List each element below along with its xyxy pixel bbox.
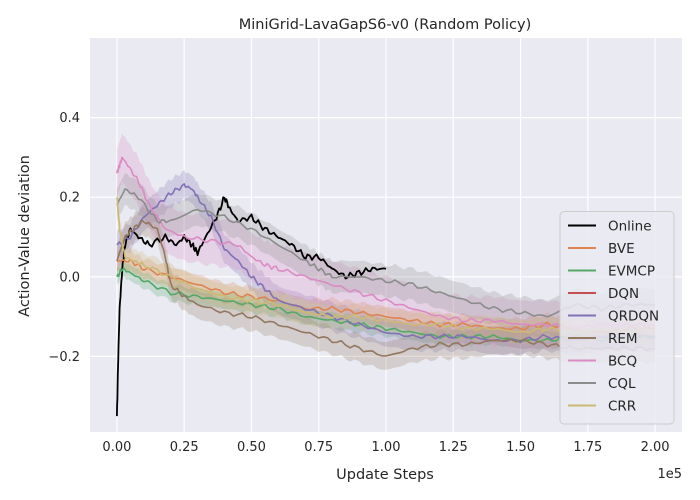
series-line-rem — [116, 219, 656, 357]
series-line-qrdqn — [116, 183, 656, 344]
legend: Online BVE EVMCP DQN QRDQN REM BCQ CQL CRR — [559, 211, 675, 425]
x-axis-label: Update Steps — [336, 467, 434, 483]
x-tick-label: 0.50 — [237, 440, 266, 455]
legend-box — [559, 211, 675, 425]
x-tick-labels: 0.00 0.25 0.50 0.75 1.00 1.25 1.50 1.75 2.00 — [102, 440, 669, 455]
series-line-online — [116, 196, 387, 417]
series-line-evmcp — [116, 267, 656, 343]
legend-label-rem: REM — [608, 331, 638, 347]
x-tick-label: 0.75 — [304, 440, 333, 455]
legend-label-evmcp: EVMCP — [608, 264, 655, 280]
legend-label-online: Online — [608, 219, 652, 235]
legend-label-bcq: BCQ — [608, 354, 637, 370]
legend-label-crr: CRR — [608, 399, 636, 415]
series-line-cql — [116, 188, 656, 318]
y-tick-label: 0.4 — [59, 111, 80, 126]
x-tick-label: 0.00 — [102, 440, 131, 455]
x-offset-label: 1e5 — [657, 467, 682, 482]
legend-label-bve: BVE — [608, 241, 635, 257]
series-line-crr — [116, 197, 656, 336]
legend-label-cql: CQL — [608, 376, 636, 392]
x-tick-label: 1.50 — [506, 440, 535, 455]
legend-label-qrdqn: QRDQN — [608, 309, 659, 325]
x-tick-label: 1.25 — [439, 440, 468, 455]
y-tick-label: 0.0 — [59, 270, 80, 285]
x-tick-label: 2.00 — [641, 440, 670, 455]
chart-title: MiniGrid-LavaGapS6-v0 (Random Policy) — [239, 17, 532, 33]
x-tick-label: 1.00 — [372, 440, 401, 455]
x-tick-label: 1.75 — [573, 440, 602, 455]
x-tick-label: 0.25 — [170, 440, 199, 455]
series-line-bcq — [116, 156, 656, 331]
band-cql — [116, 173, 656, 333]
y-tick-label: 0.2 — [59, 191, 80, 206]
y-tick-label: −0.2 — [48, 350, 80, 365]
legend-label-dqn: DQN — [608, 286, 639, 302]
y-tick-labels: −0.2 0.0 0.2 0.4 — [48, 111, 80, 365]
band-crr — [116, 185, 656, 347]
y-axis-label: Action-Value deviation — [17, 155, 33, 317]
band-bve — [116, 249, 656, 343]
